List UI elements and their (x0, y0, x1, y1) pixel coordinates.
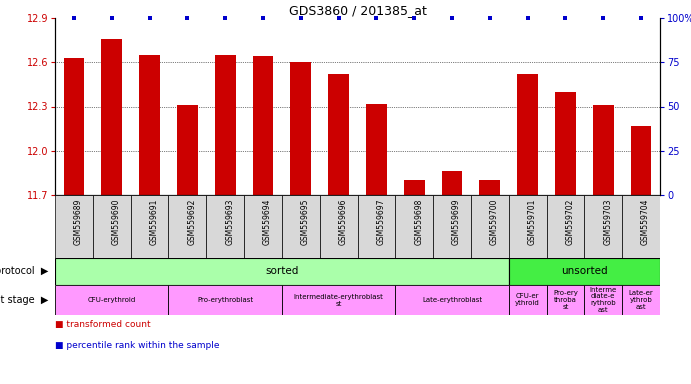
Bar (102, 39, 122, 195)
Title: GDS3860 / 201385_at: GDS3860 / 201385_at (289, 4, 426, 17)
Bar (366, 104, 387, 195)
Bar (585, 195, 622, 258)
Text: GSM559698: GSM559698 (414, 198, 423, 245)
Bar (357, 195, 395, 258)
Text: GSM559704: GSM559704 (641, 198, 650, 245)
Bar (631, 126, 652, 195)
Text: GSM559689: GSM559689 (74, 198, 83, 245)
Text: Intermediate-erythroblast
st: Intermediate-erythroblast st (294, 293, 384, 306)
Text: GSM559703: GSM559703 (603, 198, 612, 245)
Bar (622, 285, 660, 315)
Bar (547, 195, 585, 258)
Text: GSM559695: GSM559695 (301, 198, 310, 245)
Bar (509, 285, 547, 315)
Bar (509, 258, 660, 285)
Text: ■ percentile rank within the sample: ■ percentile rank within the sample (55, 341, 220, 350)
Text: GSM559694: GSM559694 (263, 198, 272, 245)
Text: GSM559692: GSM559692 (187, 198, 196, 245)
Bar (55, 258, 509, 285)
Text: CFU-erythroid: CFU-erythroid (88, 297, 136, 303)
Bar (93, 195, 131, 258)
Bar (55, 195, 93, 258)
Bar (404, 180, 424, 195)
Bar (131, 195, 169, 258)
Text: Interme
diate-e
rythrob
ast: Interme diate-e rythrob ast (589, 286, 617, 313)
Text: GSM559690: GSM559690 (112, 198, 121, 245)
Bar (169, 285, 282, 315)
Bar (55, 285, 169, 315)
Bar (433, 195, 471, 258)
Text: GSM559697: GSM559697 (377, 198, 386, 245)
Text: GSM559696: GSM559696 (339, 198, 348, 245)
Text: Late-erythroblast: Late-erythroblast (422, 297, 482, 303)
Bar (282, 285, 395, 315)
Text: Late-er
ythrob
ast: Late-er ythrob ast (629, 290, 654, 310)
Text: protocol  ▶: protocol ▶ (0, 266, 48, 276)
Bar (518, 74, 538, 195)
Bar (244, 195, 282, 258)
Text: GSM559702: GSM559702 (565, 198, 574, 245)
Bar (547, 285, 585, 315)
Bar (169, 195, 206, 258)
Bar (320, 195, 357, 258)
Text: Pro-ery
throba
st: Pro-ery throba st (553, 290, 578, 310)
Text: Pro-erythroblast: Pro-erythroblast (197, 297, 253, 303)
Bar (395, 195, 433, 258)
Text: GSM559701: GSM559701 (528, 198, 537, 245)
Text: GSM559693: GSM559693 (225, 198, 234, 245)
Bar (215, 55, 236, 195)
Text: sorted: sorted (265, 266, 299, 276)
Text: development stage  ▶: development stage ▶ (0, 295, 48, 305)
Bar (555, 92, 576, 195)
Bar (177, 105, 198, 195)
Text: unsorted: unsorted (561, 266, 607, 276)
Bar (471, 195, 509, 258)
Bar (593, 105, 614, 195)
Bar (509, 195, 547, 258)
Bar (253, 56, 274, 195)
Bar (328, 74, 349, 195)
Bar (206, 195, 244, 258)
Bar (585, 285, 622, 315)
Text: ■ transformed count: ■ transformed count (55, 320, 151, 329)
Bar (64, 58, 84, 195)
Bar (480, 180, 500, 195)
Text: CFU-er
ythroid: CFU-er ythroid (515, 293, 540, 306)
Bar (622, 195, 660, 258)
Bar (442, 171, 462, 195)
Bar (290, 62, 311, 195)
Text: GSM559700: GSM559700 (490, 198, 499, 245)
Text: GSM559691: GSM559691 (149, 198, 158, 245)
Bar (282, 195, 320, 258)
Text: GSM559699: GSM559699 (452, 198, 461, 245)
Bar (139, 55, 160, 195)
Bar (395, 285, 509, 315)
